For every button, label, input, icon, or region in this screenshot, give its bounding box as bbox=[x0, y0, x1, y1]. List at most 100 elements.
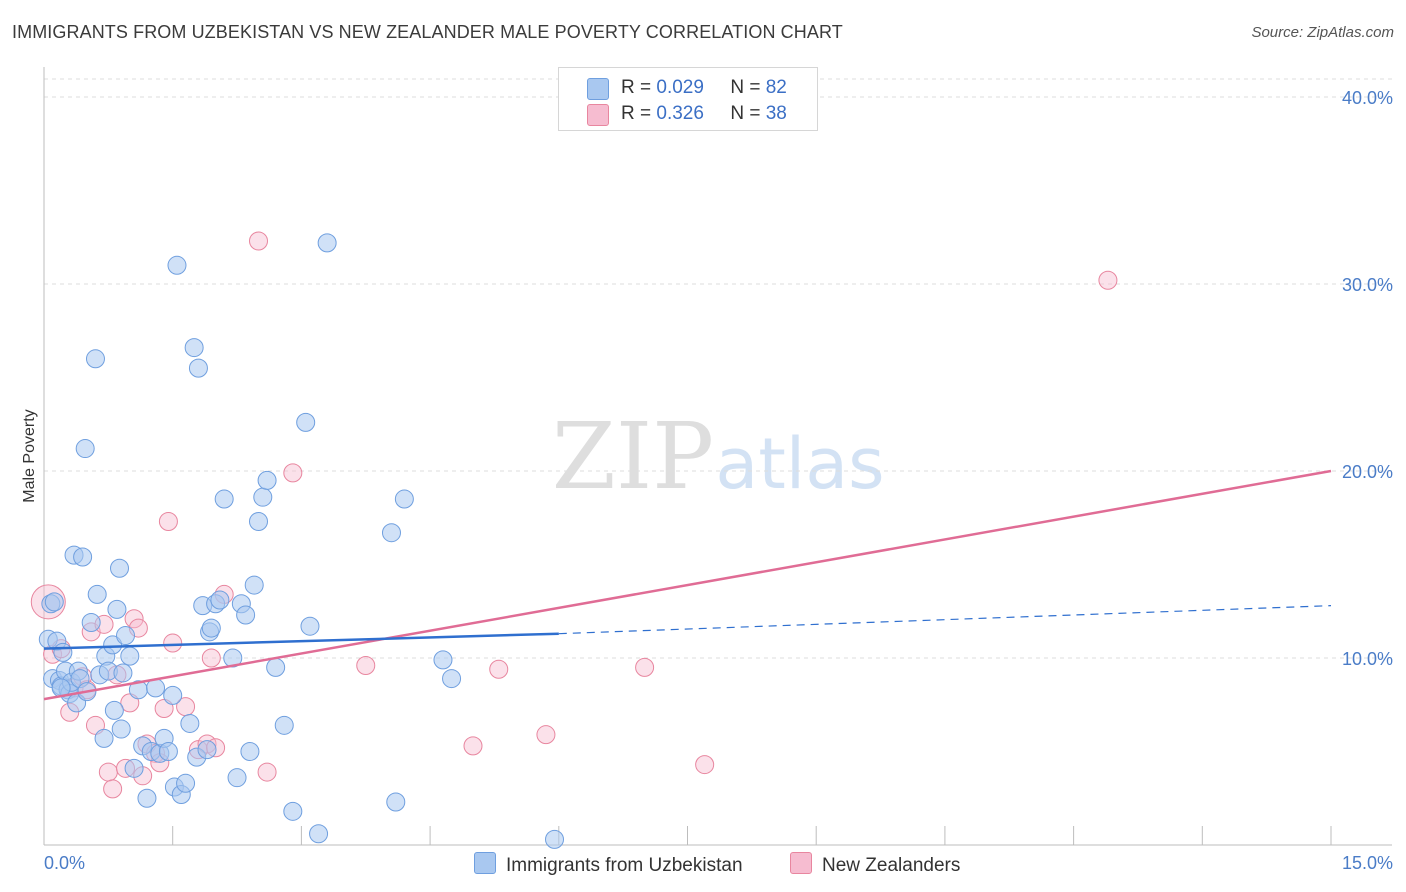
uzbekistan-point bbox=[266, 657, 286, 677]
legend-n-label: N = bbox=[730, 103, 766, 124]
uzbekistan-point bbox=[227, 768, 247, 788]
uzbekistan-point bbox=[240, 742, 260, 761]
uzbekistan-point bbox=[53, 642, 73, 662]
uzbekistan-point bbox=[283, 801, 303, 821]
tick-labels: 10.0% 20.0% 30.0% 40.0% 0.0% 15.0% bbox=[44, 88, 1393, 873]
uzbekistan-point bbox=[113, 663, 133, 683]
bottom-legend-label: Immigrants from Uzbekistan bbox=[506, 855, 743, 876]
uzbekistan-point bbox=[104, 700, 124, 720]
nz-point bbox=[85, 715, 105, 735]
source-label: Source: ZipAtlas.com bbox=[1251, 24, 1394, 41]
uzbekistan-point bbox=[386, 792, 406, 812]
uzbekistan-point bbox=[180, 713, 200, 733]
y-tick-label: 30.0% bbox=[1342, 275, 1393, 295]
uzbekistan-point bbox=[309, 824, 329, 844]
bottom-legend-swatch-blue bbox=[474, 852, 496, 874]
uzbekistan-point bbox=[188, 358, 208, 378]
uzbekistan-point bbox=[107, 599, 127, 619]
uzbekistan-point bbox=[137, 788, 157, 808]
uzbekistan-point bbox=[394, 489, 414, 509]
uzbekistan-point bbox=[75, 439, 95, 459]
uzbekistan-trend-extension bbox=[558, 605, 1332, 635]
uzbekistan-point bbox=[433, 650, 453, 670]
uzbekistan-point bbox=[197, 740, 217, 760]
uzbekistan-point bbox=[73, 547, 93, 567]
uzbekistan-point bbox=[85, 349, 105, 369]
uzbekistan-point bbox=[110, 558, 130, 578]
watermark-atlas: atlas bbox=[715, 423, 884, 505]
uzbekistan-point bbox=[176, 773, 196, 793]
y-axis-label: Male Poverty bbox=[21, 409, 38, 502]
uzbekistan-point bbox=[296, 412, 316, 432]
nz-point bbox=[103, 779, 123, 799]
uzbekistan-point bbox=[201, 618, 221, 638]
legend: R = 0.029 N = 82 R = 0.326 N = 38 bbox=[558, 67, 818, 131]
uzbekistan-point bbox=[111, 719, 131, 739]
uzbekistan-point bbox=[257, 470, 277, 490]
legend-r-value: 0.029 bbox=[656, 77, 704, 98]
nz-point bbox=[489, 659, 509, 679]
nz-point bbox=[283, 463, 303, 483]
nz-point bbox=[635, 657, 655, 677]
uzbekistan-point bbox=[244, 575, 264, 595]
nz-point bbox=[356, 655, 376, 675]
uzbekistan-trend-line bbox=[43, 632, 559, 650]
nz-point bbox=[124, 609, 144, 629]
nz-point bbox=[257, 762, 277, 782]
nz-point bbox=[201, 648, 221, 668]
bottom-legend-uzbekistan: Immigrants from Uzbekistan bbox=[474, 852, 743, 877]
uzbekistan-point bbox=[381, 523, 401, 543]
uzbekistan-point bbox=[120, 646, 140, 666]
uzbekistan-point bbox=[214, 489, 234, 509]
nz-trend-line bbox=[43, 469, 1332, 701]
uzbekistan-point bbox=[124, 758, 144, 778]
uzbekistan-point bbox=[167, 255, 187, 275]
uzbekistan-point bbox=[236, 605, 256, 625]
legend-swatch-blue bbox=[587, 78, 609, 100]
nz-point bbox=[536, 725, 556, 745]
nz-point bbox=[158, 511, 178, 531]
uzbekistan-point bbox=[103, 635, 123, 655]
legend-r-label: R = bbox=[621, 103, 657, 124]
x-tick-label: 0.0% bbox=[44, 853, 85, 873]
nz-point bbox=[463, 736, 483, 756]
nz-point bbox=[1098, 270, 1118, 290]
nz-point bbox=[98, 762, 118, 782]
legend-n-label: N = bbox=[730, 77, 766, 98]
uzbekistan-point bbox=[223, 648, 243, 668]
bottom-legend-label: New Zealanders bbox=[822, 855, 961, 876]
uzbekistan-point bbox=[300, 616, 320, 636]
nz-point bbox=[154, 698, 174, 718]
uzbekistan-point bbox=[442, 669, 462, 689]
uzbekistan-point bbox=[94, 728, 114, 748]
legend-r-value: 0.326 bbox=[656, 103, 704, 124]
uzbekistan-point bbox=[274, 715, 294, 735]
y-tick-label: 20.0% bbox=[1342, 462, 1393, 482]
uzbekistan-point bbox=[210, 590, 230, 610]
watermark: ZIP atlas bbox=[552, 403, 885, 510]
bottom-legend-swatch-pink bbox=[790, 852, 812, 874]
bottom-legend-new-zealanders: New Zealanders bbox=[790, 852, 960, 877]
nz-point bbox=[249, 231, 268, 251]
uzbekistan-point bbox=[249, 511, 268, 531]
uzbekistan-point bbox=[81, 612, 101, 632]
nz-point bbox=[120, 693, 140, 713]
nz-point bbox=[695, 755, 715, 775]
nz-point bbox=[163, 633, 183, 653]
uzbekistan-point bbox=[158, 742, 178, 761]
uzbekistan-point bbox=[44, 592, 64, 612]
legend-swatch-pink bbox=[587, 104, 609, 126]
gridlines bbox=[44, 78, 1392, 659]
y-tick-label: 10.0% bbox=[1342, 649, 1393, 669]
chart-title: IMMIGRANTS FROM UZBEKISTAN VS NEW ZEALAN… bbox=[12, 22, 843, 42]
uzbekistan-point bbox=[253, 487, 273, 507]
legend-r-label: R = bbox=[621, 77, 657, 98]
uzbekistan-point bbox=[87, 584, 107, 604]
watermark-zip: ZIP bbox=[552, 403, 714, 510]
trend-lines bbox=[43, 469, 1332, 701]
new-zealanders-points bbox=[30, 231, 1118, 799]
uzbekistan-point bbox=[545, 829, 565, 849]
uzbekistan-point bbox=[317, 233, 337, 253]
legend-n-value: 82 bbox=[765, 77, 787, 98]
